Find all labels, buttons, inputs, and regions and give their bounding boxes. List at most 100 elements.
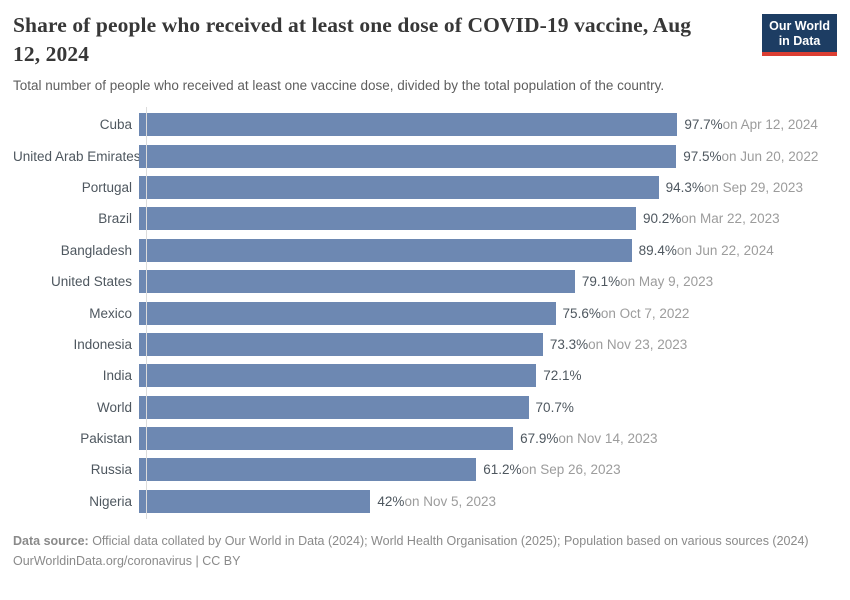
value-label: 79.1% [581, 274, 621, 290]
data-source-text: Official data collated by Our World in D… [88, 534, 809, 549]
date-label: on Jun 22, 2024 [676, 242, 774, 258]
bar-zone: 89.4%on Jun 22, 2024 [139, 238, 774, 262]
date-label: on Mar 22, 2023 [681, 211, 780, 227]
value-annotation: 75.6%on Oct 7, 2022 [563, 306, 690, 321]
bar-rows-container: Cuba 97.7%on Apr 12, 2024 United Arab Em… [13, 109, 850, 517]
bar-zone: 90.2%on Mar 22, 2023 [139, 207, 780, 231]
page-title-line2: 12, 2024 [13, 42, 90, 66]
value-annotation: 42%on Nov 5, 2023 [377, 494, 496, 509]
bar-zone: 42%on Nov 5, 2023 [139, 489, 496, 513]
owid-logo: Our World in Data [762, 14, 837, 56]
country-label: Bangladesh [60, 242, 132, 258]
value-label: 70.7% [535, 399, 574, 415]
bar-row: Portugal 94.3%on Sep 29, 2023 [13, 172, 850, 203]
bar[interactable] [139, 238, 632, 262]
country-label: United Arab Emirates [13, 148, 141, 164]
chart-subtitle: Total number of people who received at l… [13, 78, 665, 93]
bar[interactable] [139, 175, 659, 199]
bar-row: Pakistan 67.9%on Nov 14, 2023 [13, 423, 850, 454]
bar[interactable] [139, 270, 575, 294]
date-label: on Apr 12, 2024 [722, 117, 818, 133]
value-label: 73.3% [549, 336, 589, 352]
value-label: 97.7% [684, 117, 723, 133]
date-label: on Oct 7, 2022 [600, 305, 690, 321]
country-label: Cuba [99, 117, 132, 133]
chart-footer: Data source: Official data collated by O… [0, 532, 830, 571]
bar-zone: 75.6%on Oct 7, 2022 [139, 301, 690, 325]
bar-row: India 72.1% [13, 360, 850, 391]
bar[interactable] [139, 332, 543, 356]
value-annotation: 90.2%on Mar 22, 2023 [643, 211, 780, 226]
page-title-line1: Share of people who received at least on… [13, 13, 692, 37]
bar-row: World 70.7% [13, 392, 850, 423]
bar-row: United Arab Emirates 97.5%on Jun 20, 202… [13, 140, 850, 171]
value-annotation: 97.5%on Jun 20, 2022 [683, 149, 818, 164]
date-label: on Nov 23, 2023 [588, 336, 688, 352]
country-label: Mexico [89, 305, 132, 321]
date-label: on Nov 14, 2023 [558, 431, 658, 447]
value-label: 97.5% [683, 148, 722, 164]
value-annotation: 72.1% [543, 368, 581, 383]
license-line: OurWorldinData.org/coronavirus | CC BY [13, 554, 241, 569]
country-label: Pakistan [80, 431, 132, 447]
bar[interactable] [139, 458, 477, 482]
date-label: on Sep 26, 2023 [521, 462, 621, 478]
value-annotation: 70.7% [536, 400, 574, 415]
data-source-label: Data source: [13, 534, 89, 549]
country-label: Portugal [81, 179, 132, 195]
value-annotation: 94.3%on Sep 29, 2023 [666, 180, 803, 195]
bar[interactable] [139, 301, 556, 325]
bar[interactable] [139, 207, 636, 231]
bar-zone: 61.2%on Sep 26, 2023 [139, 458, 621, 482]
bar-zone: 79.1%on May 9, 2023 [139, 270, 713, 294]
value-annotation: 89.4%on Jun 22, 2024 [639, 243, 774, 258]
country-label: Brazil [98, 211, 132, 227]
y-axis-line [146, 107, 147, 520]
value-label: 75.6% [562, 305, 601, 321]
bar[interactable] [139, 113, 678, 137]
value-label: 89.4% [638, 242, 677, 258]
value-annotation: 61.2%on Sep 26, 2023 [483, 462, 620, 477]
value-annotation: 73.3%on Nov 23, 2023 [550, 337, 687, 352]
bar-zone: 70.7% [139, 395, 574, 419]
data-source-line: Data source: Official data collated by O… [13, 532, 817, 551]
bar[interactable] [139, 489, 371, 513]
bar-zone: 94.3%on Sep 29, 2023 [139, 175, 803, 199]
bar-zone: 97.5%on Jun 20, 2022 [139, 144, 818, 168]
bar[interactable] [139, 144, 677, 168]
value-label: 94.3% [665, 179, 704, 195]
bar-zone: 72.1% [139, 364, 582, 388]
page-title: Share of people who received at least on… [13, 11, 763, 69]
owid-logo-line1: Our World [769, 19, 830, 33]
country-label: Indonesia [73, 336, 132, 352]
bar-chart: Cuba 97.7%on Apr 12, 2024 United Arab Em… [0, 107, 850, 520]
country-label: Russia [90, 462, 132, 478]
bar[interactable] [139, 364, 537, 388]
bar-row: United States 79.1%on May 9, 2023 [13, 266, 850, 297]
bar-zone: 73.3%on Nov 23, 2023 [139, 332, 687, 356]
bar-row: Mexico 75.6%on Oct 7, 2022 [13, 297, 850, 328]
owid-logo-line2: in Data [778, 34, 821, 48]
bar[interactable] [139, 395, 529, 419]
bar-row: Brazil 90.2%on Mar 22, 2023 [13, 203, 850, 234]
value-label: 90.2% [643, 211, 682, 227]
date-label: on Jun 20, 2022 [721, 148, 819, 164]
value-label: 67.9% [520, 431, 559, 447]
date-label: on Nov 5, 2023 [404, 493, 497, 509]
bar[interactable] [139, 427, 514, 451]
country-label: India [102, 368, 132, 384]
bar-row: Indonesia 73.3%on Nov 23, 2023 [13, 329, 850, 360]
bar-zone: 97.7%on Apr 12, 2024 [139, 113, 818, 137]
bar-row: Cuba 97.7%on Apr 12, 2024 [13, 109, 850, 140]
bar-row: Bangladesh 89.4%on Jun 22, 2024 [13, 235, 850, 266]
bar-row: Nigeria 42%on Nov 5, 2023 [13, 486, 850, 517]
bar-zone: 67.9%on Nov 14, 2023 [139, 427, 658, 451]
value-annotation: 97.7%on Apr 12, 2024 [684, 117, 818, 132]
country-label: Nigeria [89, 493, 132, 509]
value-label: 42% [377, 493, 405, 509]
value-annotation: 79.1%on May 9, 2023 [582, 274, 713, 289]
country-label: United States [50, 274, 132, 290]
date-label: on May 9, 2023 [620, 274, 714, 290]
bar-row: Russia 61.2%on Sep 26, 2023 [13, 454, 850, 485]
date-label: on Sep 29, 2023 [703, 179, 803, 195]
